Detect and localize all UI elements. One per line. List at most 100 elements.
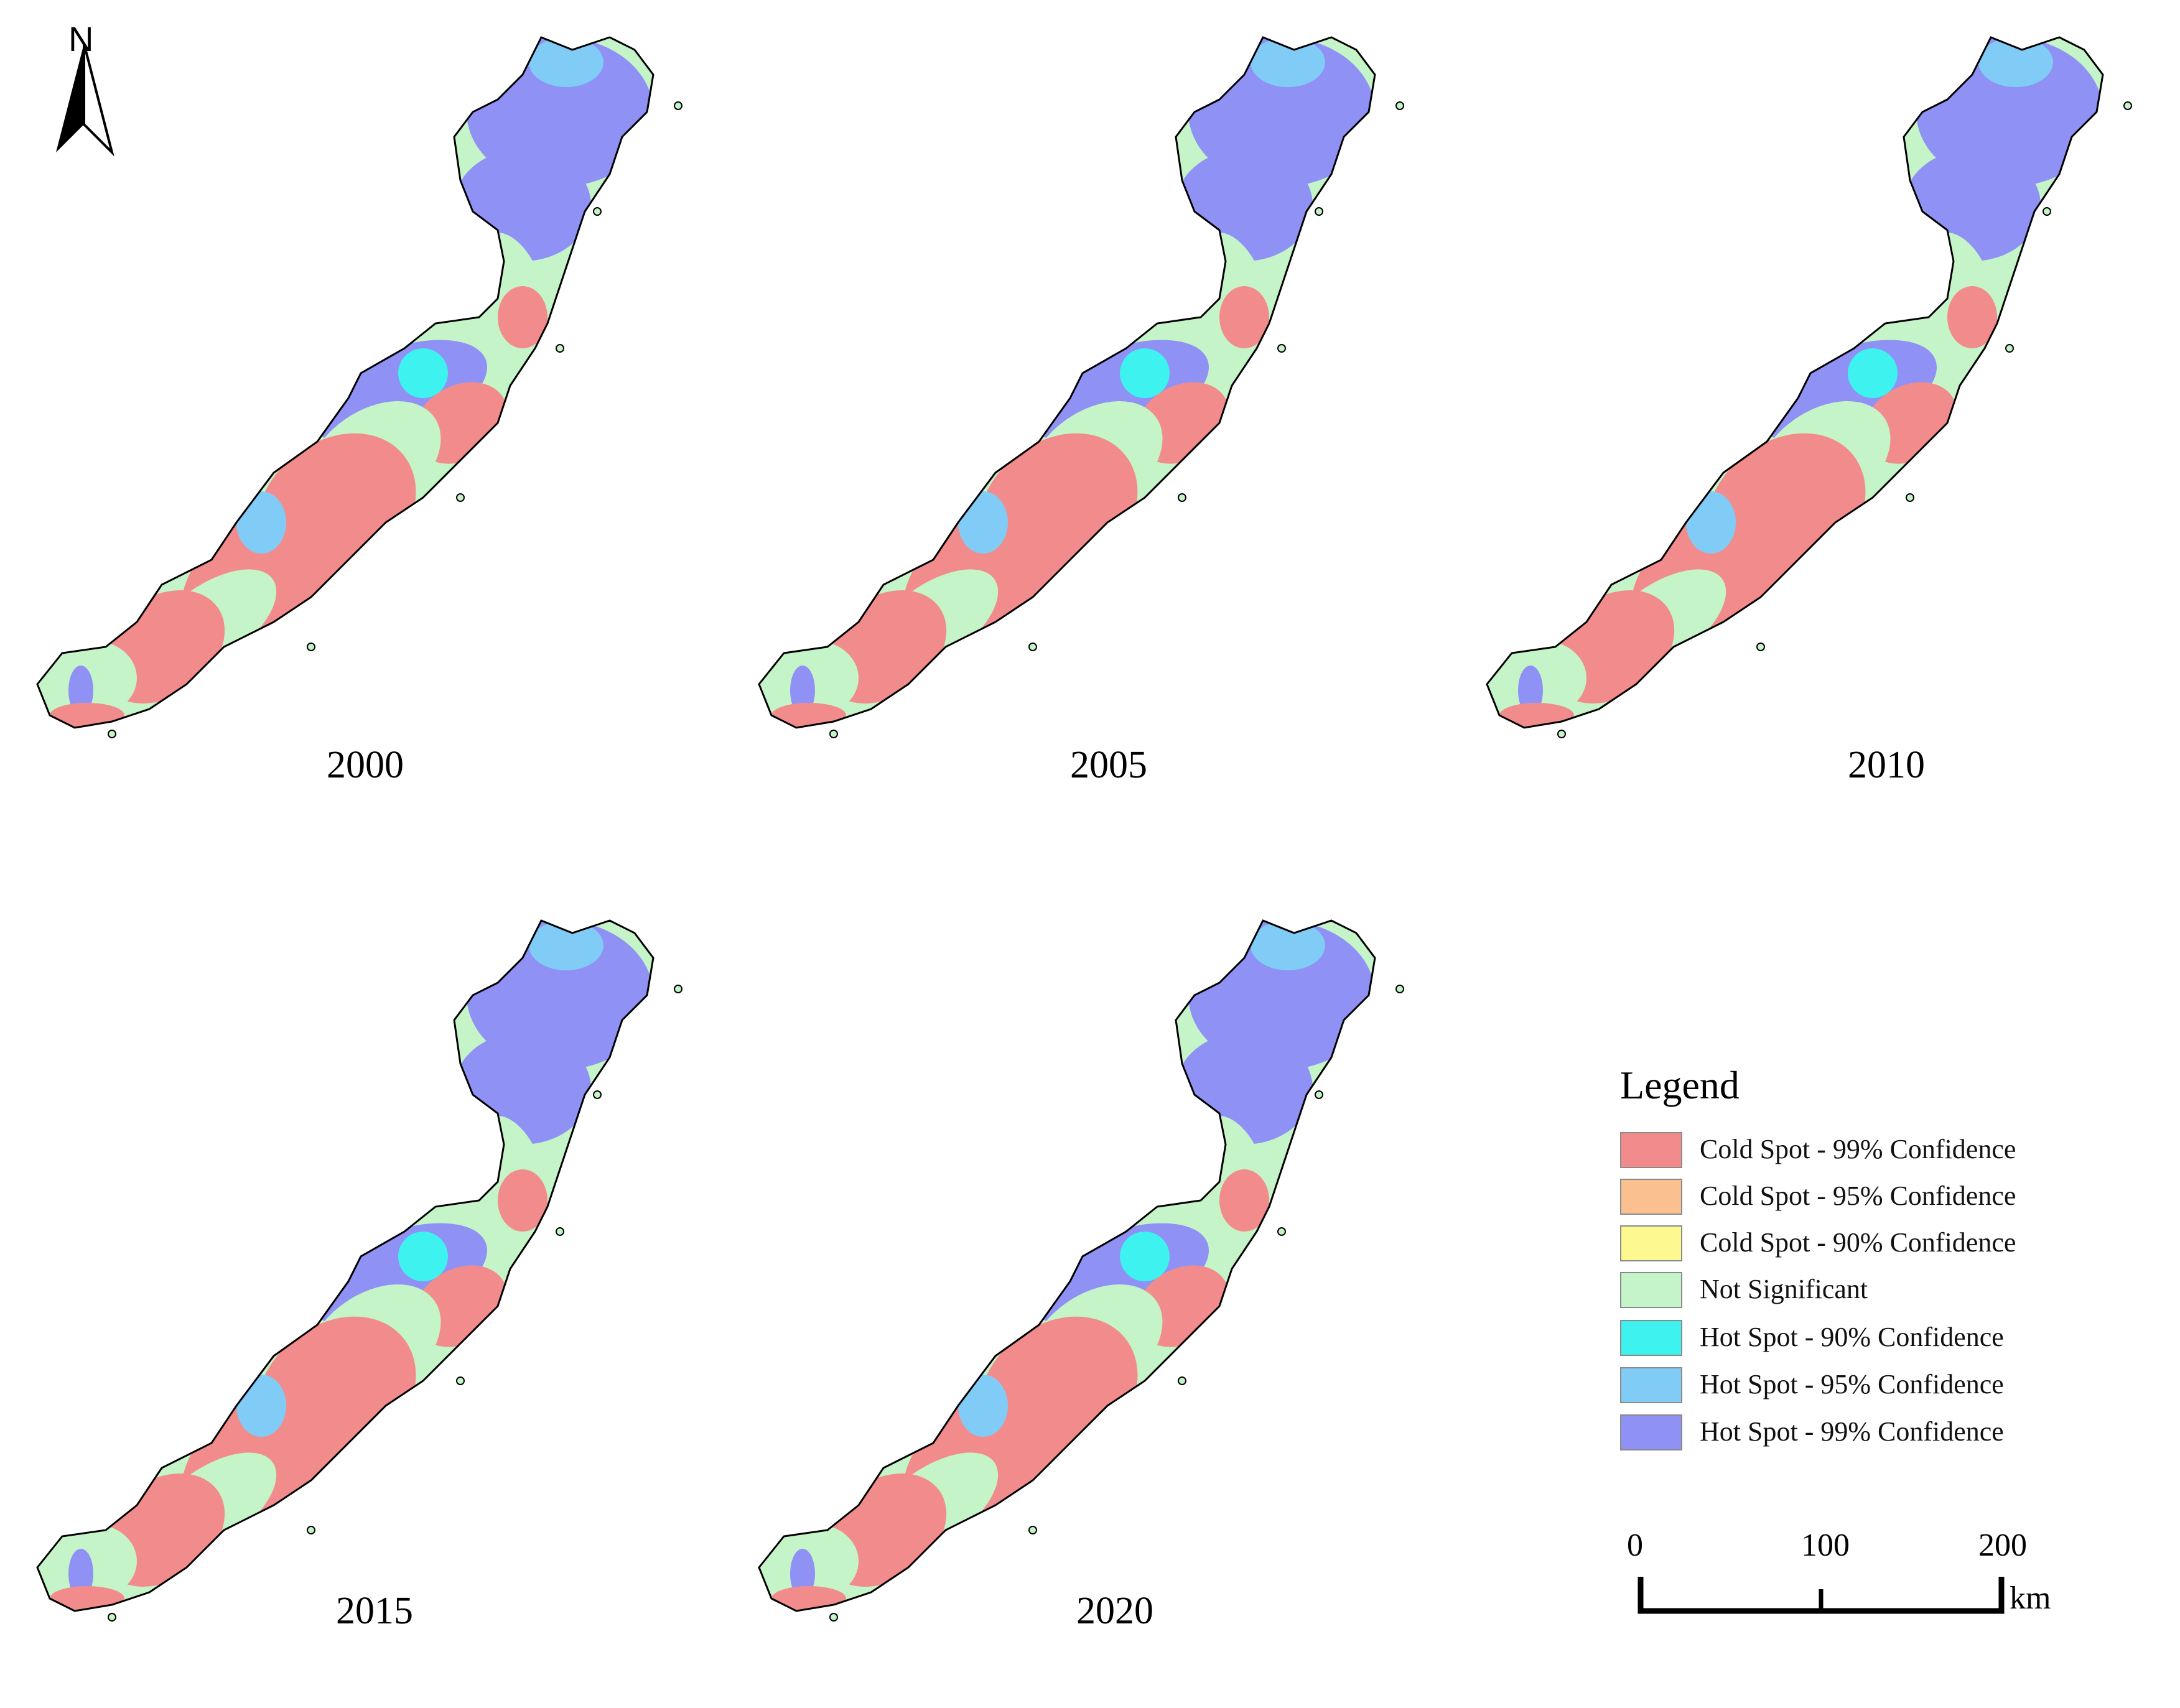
legend-label: Not Significant: [1700, 1274, 1868, 1304]
map-outline: [36, 919, 654, 1612]
scale-unit: km: [2010, 1580, 2051, 1616]
island-marker: [1395, 985, 1404, 993]
legend-label: Cold Spot - 99% Confidence: [1700, 1134, 2016, 1164]
map-cluster-patch: [1251, 921, 1325, 970]
island-marker: [556, 344, 564, 353]
north-arrow-icon: [56, 43, 114, 157]
map-outline: [36, 36, 654, 729]
legend-item: Hot Spot - 90% Confidence: [1620, 1320, 2118, 1357]
legend-label: Hot Spot - 99% Confidence: [1700, 1416, 2004, 1447]
island-marker: [1557, 730, 1566, 738]
legend-label: Hot Spot - 90% Confidence: [1700, 1322, 2004, 1352]
map-cluster-patch: [1904, 149, 2041, 261]
map-cluster-patch: [1120, 348, 1170, 398]
map-cluster-patch: [771, 1586, 846, 1611]
map-outline: [1486, 36, 2104, 729]
island-marker: [1315, 207, 1323, 216]
island-marker: [1756, 643, 1765, 651]
island-marker: [1028, 643, 1037, 651]
island-marker: [2123, 101, 2132, 110]
year-label-2005: 2005: [1070, 744, 1147, 786]
map-cluster-patch: [50, 1586, 124, 1611]
map-cluster-patch: [529, 921, 603, 970]
map-panel-2000: [25, 25, 747, 833]
island-marker: [674, 101, 682, 110]
map-region-2010: [1486, 36, 2132, 738]
map-cluster-patch: [454, 149, 591, 261]
island-marker: [1315, 1090, 1323, 1099]
legend-label: Cold Spot - 95% Confidence: [1700, 1181, 2016, 1211]
legend-item: Not Significant: [1620, 1272, 2118, 1309]
map-cluster-patch: [1176, 1033, 1313, 1144]
island-marker: [829, 730, 838, 738]
map-outline: [758, 919, 1376, 1612]
legend-swatch: [1620, 1414, 1682, 1450]
island-marker: [1277, 344, 1286, 353]
island-marker: [593, 207, 602, 216]
island-marker: [593, 1090, 602, 1099]
island-marker: [1395, 101, 1404, 110]
legend-label: Hot Spot - 95% Confidence: [1700, 1369, 2004, 1399]
map-cluster-patch: [398, 348, 448, 398]
island-marker: [2005, 344, 2014, 353]
scale-tick-label: 200: [1978, 1528, 2027, 1563]
island-marker: [1178, 1376, 1186, 1385]
year-label-2020: 2020: [1076, 1590, 1153, 1632]
legend-label: Cold Spot - 90% Confidence: [1700, 1227, 2016, 1258]
map-cluster-patch: [1176, 149, 1313, 261]
map-cluster-patch: [1499, 703, 1574, 728]
legend-item: Hot Spot - 99% Confidence: [1620, 1414, 2118, 1452]
legend-item: Cold Spot - 99% Confidence: [1620, 1132, 2118, 1169]
island-marker: [108, 730, 116, 738]
map-cluster-patch: [771, 703, 846, 728]
island-marker: [1178, 493, 1186, 502]
island-marker: [1277, 1227, 1286, 1236]
map-cluster-patch: [1251, 37, 1325, 87]
map-panel-2005: [747, 25, 1468, 833]
map-cluster-patch: [50, 703, 124, 728]
legend-swatch: [1620, 1132, 1682, 1168]
island-marker: [108, 1613, 116, 1622]
map-cluster-patch: [1219, 1169, 1269, 1232]
legend-title: Legend: [1620, 1063, 1740, 1107]
map-region-2000: [36, 36, 682, 738]
map-cluster-patch: [1120, 1232, 1170, 1281]
map-cluster-patch: [236, 1375, 286, 1437]
map-cluster-patch: [236, 491, 286, 554]
legend-swatch: [1620, 1179, 1682, 1215]
map-cluster-patch: [1848, 348, 1898, 398]
scale-bar: [1637, 1577, 2005, 1614]
map-cluster-patch: [1947, 286, 1997, 348]
legend-swatch: [1620, 1272, 1682, 1308]
legend-item: Hot Spot - 95% Confidence: [1620, 1367, 2118, 1404]
year-label-2015: 2015: [336, 1590, 413, 1632]
island-marker: [829, 1613, 838, 1622]
legend-item: Cold Spot - 95% Confidence: [1620, 1179, 2118, 1216]
map-panel-2010: [1474, 25, 2180, 833]
scale-tick-label: 0: [1627, 1528, 1643, 1563]
map-panel-2015: [25, 908, 747, 1708]
map-cluster-patch: [398, 1232, 448, 1281]
island-marker: [556, 1227, 564, 1236]
legend-item: Cold Spot - 90% Confidence: [1620, 1225, 2118, 1263]
map-region-2005: [758, 36, 1404, 738]
island-marker: [307, 1526, 315, 1534]
scale-tick-label: 100: [1801, 1528, 1850, 1563]
year-label-2000: 2000: [327, 744, 404, 786]
map-cluster-patch: [498, 1169, 547, 1232]
island-marker: [674, 985, 682, 993]
north-letter: N: [68, 19, 94, 58]
map-region-2020: [758, 919, 1404, 1622]
island-marker: [1028, 1526, 1037, 1534]
island-marker: [456, 1376, 465, 1385]
map-panel-2020: [747, 908, 1468, 1708]
legend-swatch: [1620, 1320, 1682, 1356]
year-label-2010: 2010: [1848, 744, 1925, 786]
legend-swatch: [1620, 1225, 1682, 1261]
map-cluster-patch: [1686, 491, 1736, 554]
map-outline: [758, 36, 1376, 729]
map-cluster-patch: [1978, 37, 2053, 87]
map-cluster-patch: [529, 37, 603, 87]
island-marker: [1906, 493, 1914, 502]
